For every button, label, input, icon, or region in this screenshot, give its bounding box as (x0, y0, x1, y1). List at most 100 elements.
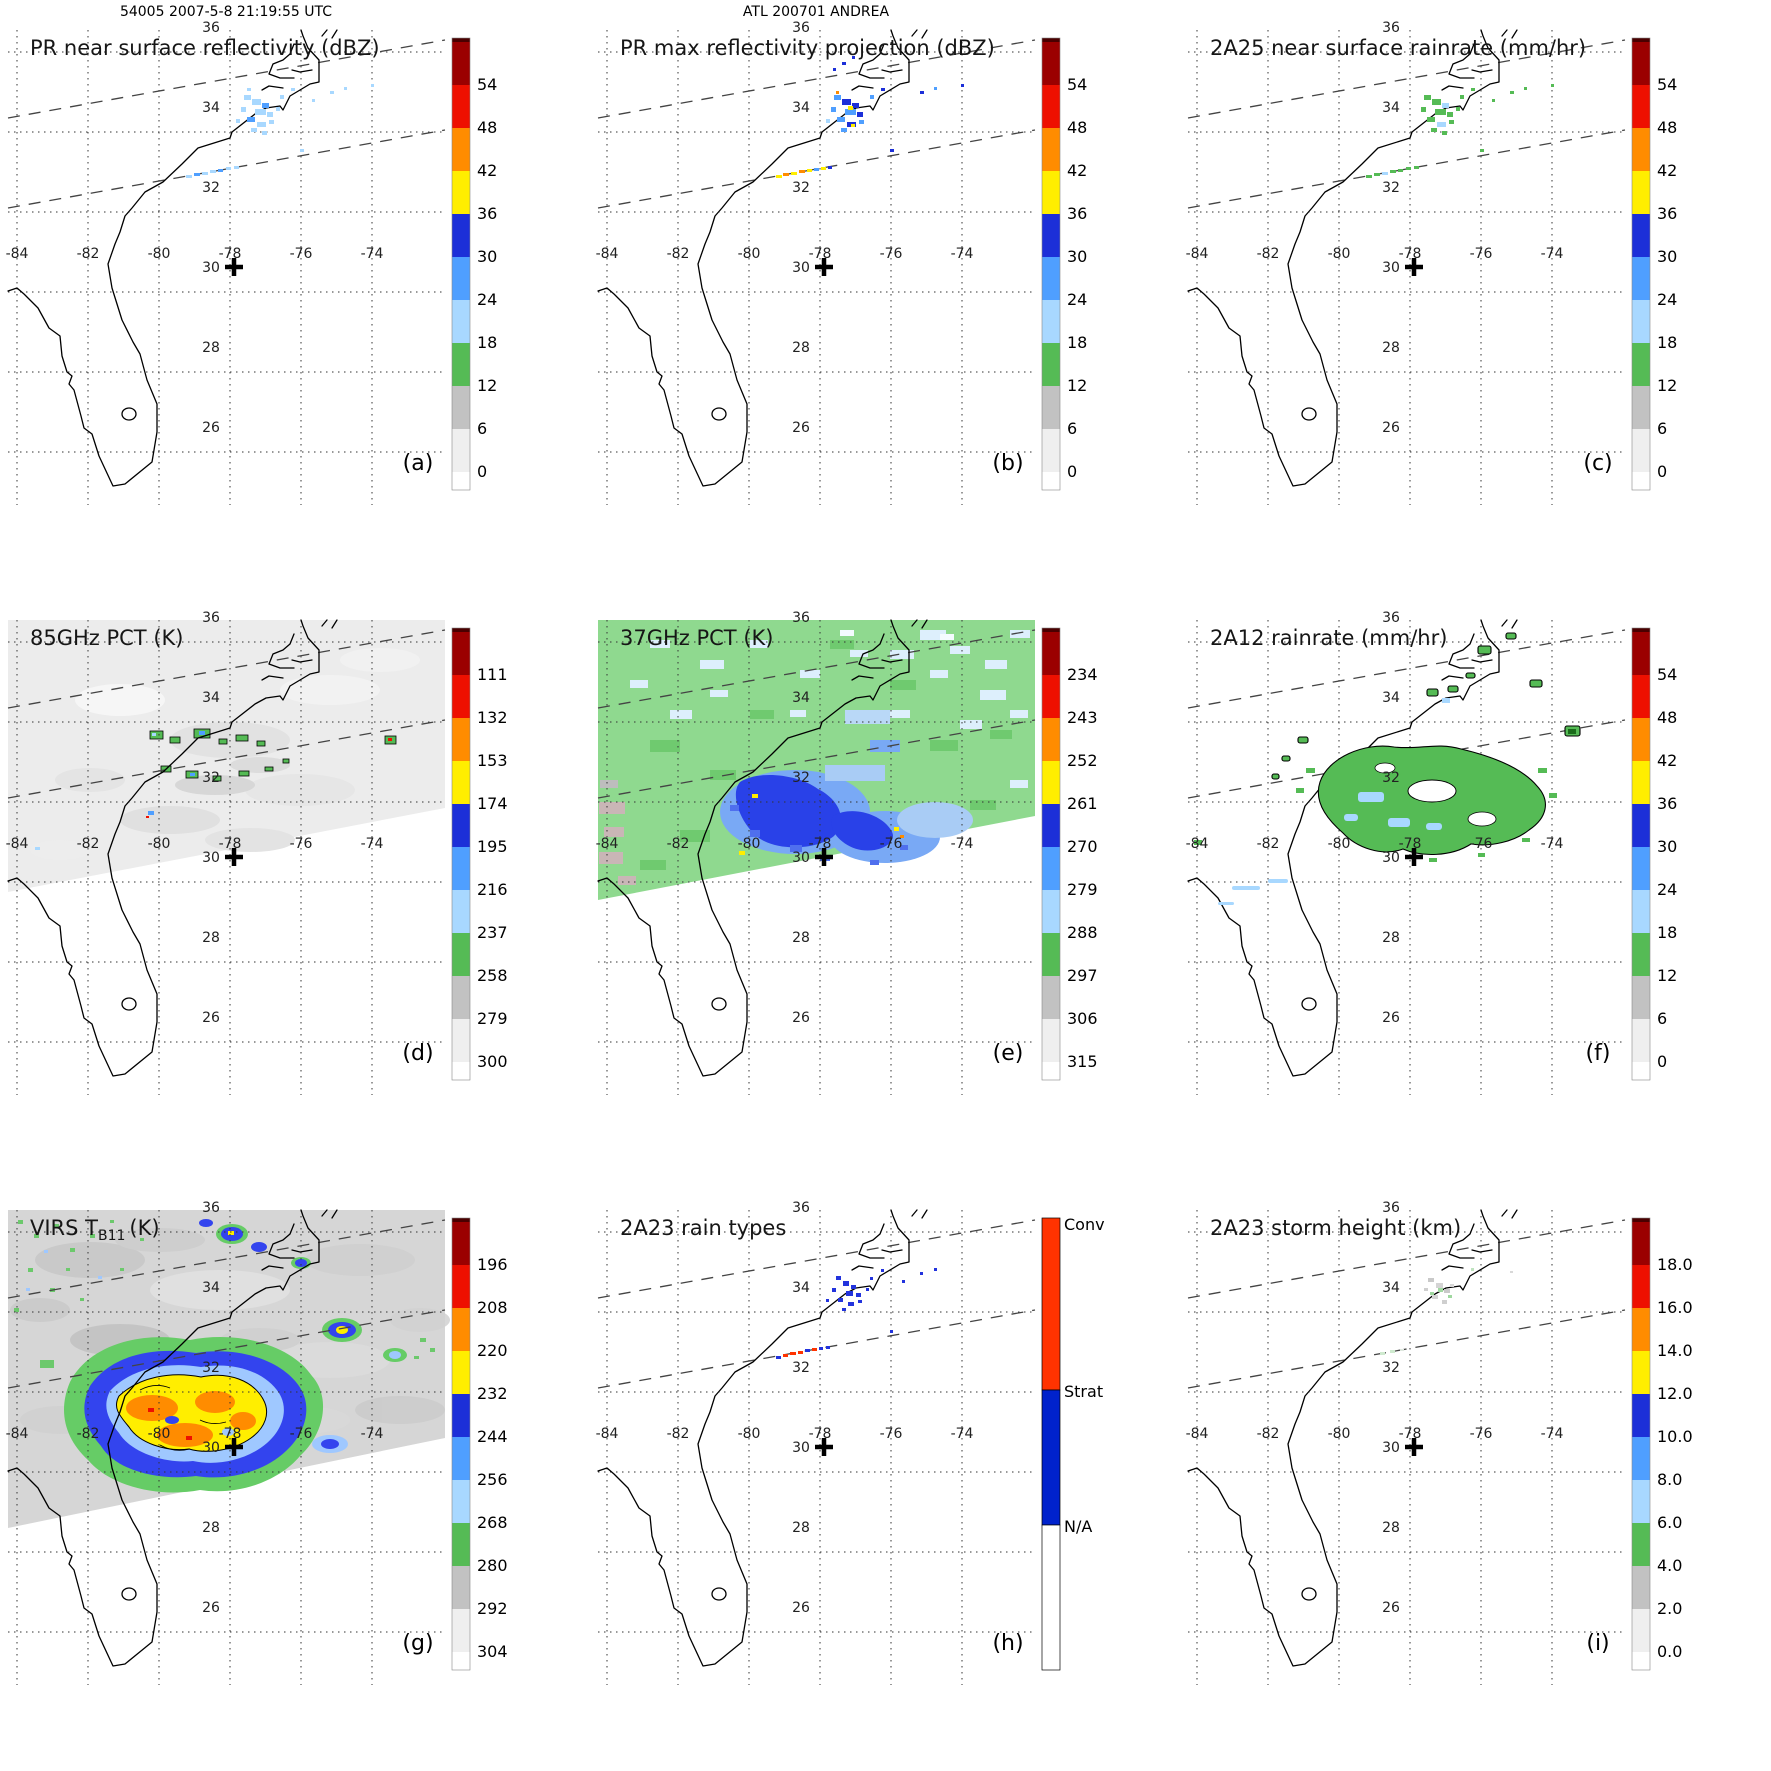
rain-type-colorbar (1041, 1217, 1061, 1671)
svg-text:297: 297 (1067, 966, 1098, 985)
svg-text:4.0: 4.0 (1657, 1556, 1682, 1575)
svg-text:315: 315 (1067, 1052, 1098, 1071)
svg-text:234: 234 (1067, 665, 1098, 684)
svg-text:268: 268 (477, 1513, 508, 1532)
panel-title: 2A23 rain types (620, 1216, 786, 1240)
colorbar-ticks: 54 48 42 36 30 24 18 12 6 0 (477, 75, 497, 481)
svg-text:153: 153 (477, 751, 508, 770)
svg-text:30: 30 (1657, 837, 1677, 856)
svg-text:36: 36 (1657, 794, 1677, 813)
svg-text:42: 42 (477, 161, 497, 180)
panel-i-2a23-storm-height: 2A23 storm height (km) (i) 18.0 16.0 14.0… (1185, 1200, 1693, 1686)
svg-text:196: 196 (477, 1255, 508, 1274)
svg-text:10.0: 10.0 (1657, 1427, 1693, 1446)
svg-text:54: 54 (1657, 665, 1677, 684)
svg-text:0: 0 (1067, 462, 1077, 481)
svg-text:6: 6 (477, 419, 487, 438)
rain-type-labels: Conv Strat N/A (1064, 1215, 1105, 1536)
svg-text:12: 12 (477, 376, 497, 395)
panel-letter: (g) (402, 1631, 433, 1656)
panel-title: 2A12 rainrate (mm/hr) (1210, 626, 1447, 650)
svg-text:243: 243 (1067, 708, 1098, 727)
panel-letter: (a) (403, 451, 434, 476)
panel-letter: (h) (992, 1631, 1023, 1656)
panel-e-37ghz-pct: 37GHz PCT (K) (e) 234 243 252 261 270 279 2… (595, 610, 1098, 1096)
svg-text:195: 195 (477, 837, 508, 856)
panel-title: 2A23 storm height (km) (1210, 1216, 1461, 1240)
svg-text:18: 18 (477, 333, 497, 352)
svg-text:0: 0 (1657, 1052, 1667, 1071)
storm-height-pixels (1380, 1268, 1513, 1355)
svg-text:0.0: 0.0 (1657, 1642, 1682, 1661)
svg-text:12.0: 12.0 (1657, 1384, 1693, 1403)
colorbar-ticks: 196 208 220 232 244 256 268 280 292 304 (477, 1255, 508, 1661)
svg-text:N/A: N/A (1064, 1517, 1092, 1536)
svg-text:36: 36 (1657, 204, 1677, 223)
svg-text:300: 300 (477, 1052, 508, 1071)
svg-text:12: 12 (1657, 376, 1677, 395)
panel-title: VIRS TB11 (K) (30, 1216, 160, 1244)
colorbar-ticks: 234 243 252 261 270 279 288 297 306 315 (1067, 665, 1098, 1071)
svg-text:292: 292 (477, 1599, 508, 1618)
svg-text:54: 54 (1657, 75, 1677, 94)
radar-echo-pixels (776, 56, 964, 178)
svg-text:Conv: Conv (1064, 1215, 1105, 1234)
colorbar-ticks: 18.0 16.0 14.0 12.0 10.0 8.0 6.0 4.0 2.0 0.0 (1657, 1255, 1693, 1661)
panel-c-2a25-rainrate: 2A25 near surface rainrate (mm/hr) (c) 5… (1185, 20, 1677, 506)
panel-title: 85GHz PCT (K) (30, 626, 183, 650)
svg-text:279: 279 (1067, 880, 1098, 899)
panel-b-pr-max-reflectivity: ATL 200701 ANDREA PR max reflectivity pr… (595, 4, 1087, 506)
svg-text:18: 18 (1657, 333, 1677, 352)
svg-text:18: 18 (1657, 923, 1677, 942)
panel-a-pr-near-surface-reflectivity: 54005 2007-5-8 21:19:55 UTC PR near surf… (5, 4, 497, 506)
svg-text:111: 111 (477, 665, 508, 684)
panel-letter: (f) (1586, 1041, 1611, 1066)
svg-text:14.0: 14.0 (1657, 1341, 1693, 1360)
svg-text:174: 174 (477, 794, 508, 813)
panel-title: PR near surface reflectivity (dBZ) (30, 36, 380, 60)
colorbar-ticks: 54 48 42 36 30 24 18 12 6 0 (1067, 75, 1087, 481)
svg-text:24: 24 (477, 290, 497, 309)
svg-text:216: 216 (477, 880, 508, 899)
svg-text:36: 36 (1067, 204, 1087, 223)
colorbar-ticks: 111 132 153 174 195 216 237 258 279 300 (477, 665, 508, 1071)
svg-text:261: 261 (1067, 794, 1098, 813)
svg-text:6: 6 (1657, 1009, 1667, 1028)
svg-text:256: 256 (477, 1470, 508, 1489)
radar-echo-pixels (186, 84, 374, 178)
svg-text:30: 30 (1067, 247, 1087, 266)
svg-text:0: 0 (1657, 462, 1667, 481)
svg-text:24: 24 (1067, 290, 1087, 309)
svg-text:232: 232 (477, 1384, 508, 1403)
overpass-id-label: 54005 2007-5-8 21:19:55 UTC (120, 4, 332, 20)
svg-text:54: 54 (477, 75, 497, 94)
svg-text:237: 237 (477, 923, 508, 942)
svg-text:48: 48 (1657, 708, 1677, 727)
svg-text:24: 24 (1657, 880, 1677, 899)
svg-text:252: 252 (1067, 751, 1098, 770)
panel-letter: (b) (992, 451, 1023, 476)
svg-text:16.0: 16.0 (1657, 1298, 1693, 1317)
panel-h-2a23-rain-types: 2A23 rain types (h) Conv Strat N/A (595, 1200, 1105, 1686)
svg-text:30: 30 (477, 247, 497, 266)
svg-text:306: 306 (1067, 1009, 1098, 1028)
svg-text:304: 304 (477, 1642, 508, 1661)
svg-text:18: 18 (1067, 333, 1087, 352)
svg-text:24: 24 (1657, 290, 1677, 309)
panel-d-85ghz-pct: 85GHz PCT (K) (d) 111 132 153 174 195 216 2… (5, 610, 508, 1096)
virs-ir-raster (8, 1210, 450, 1528)
svg-text:54: 54 (1067, 75, 1087, 94)
panel-title: 2A25 near surface rainrate (mm/hr) (1210, 36, 1586, 60)
panel-f-2a12-rainrate: 2A12 rainrate (mm/hr) (f) 54 48 42 36 30 24… (1185, 610, 1677, 1096)
svg-text:220: 220 (477, 1341, 508, 1360)
svg-text:18.0: 18.0 (1657, 1255, 1693, 1274)
svg-text:0: 0 (477, 462, 487, 481)
svg-text:208: 208 (477, 1298, 508, 1317)
svg-text:8.0: 8.0 (1657, 1470, 1682, 1489)
svg-text:Strat: Strat (1064, 1382, 1103, 1401)
svg-text:279: 279 (477, 1009, 508, 1028)
colorbar-ticks: 54 48 42 36 30 24 18 12 6 0 (1657, 665, 1677, 1071)
panel-letter: (d) (402, 1041, 433, 1066)
svg-text:288: 288 (1067, 923, 1098, 942)
